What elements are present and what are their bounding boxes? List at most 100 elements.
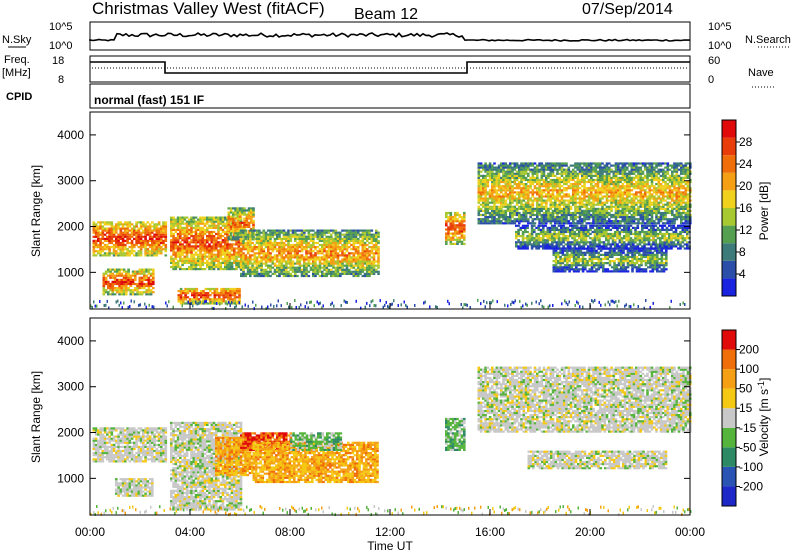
velocity-colorbar: 200 100 50 15 -15 -50 -100 -200	[721, 329, 763, 507]
power-panel-feature-0	[92, 221, 168, 257]
velocity-panel-ytick-label-1: 2000	[57, 426, 84, 440]
date-label: 07/Sep/2014	[582, 1, 673, 18]
velocity-panel-cbar-swatch-3	[722, 427, 736, 448]
nsky-tick-top: 10^5	[49, 21, 73, 33]
velocity-panel	[89, 317, 692, 517]
velocity-panel-cbar-tick-5: -50	[739, 440, 757, 454]
freq-unit: [MHz]	[2, 67, 31, 79]
power-panel-cbar-tick-4: 20	[739, 179, 753, 193]
velocity-panel-ytick-label-2: 3000	[57, 380, 84, 394]
power-panel-ground-scatter	[90, 298, 686, 311]
velocity-panel-cbar-swatch-2	[722, 447, 736, 467]
power-panel-cbar-tick-2: 12	[739, 223, 753, 237]
power-panel-cbar-swatch-0	[722, 278, 736, 296]
power-panel-feature-3	[177, 287, 241, 305]
power-panel-cbar-swatch-5	[722, 190, 736, 208]
nave-label: Nave	[748, 67, 774, 79]
power-panel-cbar-tick-6: 28	[739, 135, 753, 149]
power-cbar-label: Power [dB]	[757, 182, 771, 241]
xtick-label-1: 04:00	[175, 525, 205, 539]
velocity-panel-cbar-tick-7: -200	[739, 479, 763, 493]
power-panel-cbar-tick-1: 8	[739, 245, 746, 259]
xtick-label-3: 12:00	[375, 525, 405, 539]
cpid-value: normal (fast) 151 IF	[94, 93, 204, 107]
power-colorbar: 4 8 12 16 20 24 28	[721, 119, 753, 297]
power-ylabel: Slant Range [km]	[29, 165, 43, 257]
power-panel-cbar-swatch-2	[722, 243, 736, 261]
station-title: Christmas Valley West (fitACF)	[92, 0, 325, 18]
velocity-cbar-label-main: Velocity [m s	[757, 389, 771, 456]
velocity-cbar-label: Velocity [m s-1]	[756, 378, 771, 457]
velocity-panel-cbar-tick-0: 200	[739, 343, 759, 357]
freq-line	[90, 61, 690, 74]
power-panel-cbar-swatch-3	[722, 225, 736, 244]
power-panel-feature-1	[102, 268, 155, 296]
cpid-label: CPID	[6, 91, 32, 103]
power-panel-feature-8	[515, 224, 691, 250]
power-panel-cbar-tick-3: 16	[739, 201, 753, 215]
power-panel-ytick-label-3: 4000	[57, 128, 84, 142]
nsearch-tick-bottom: 10^0	[708, 40, 732, 52]
xtick-label-4: 16:00	[475, 525, 505, 539]
power-panel-feature-9	[552, 247, 668, 273]
power-panel-cbar-tick-0: 4	[739, 267, 746, 281]
xtick-label-5: 20:00	[575, 525, 605, 539]
freq-strip	[89, 55, 691, 83]
power-marks	[90, 162, 692, 311]
velocity-panel-cbar-tick-3: 15	[739, 401, 753, 415]
nsky-tick-bottom: 10^0	[49, 40, 73, 52]
nsearch-label: N.Search	[745, 34, 791, 46]
power-panel-cbar-tick-5: 24	[739, 157, 753, 171]
power-panel-ytick-label-1: 2000	[57, 220, 84, 234]
power-panel	[89, 111, 692, 311]
freq-label: Freq.	[4, 54, 30, 66]
time-axis-label: Time UT	[367, 539, 413, 553]
power-panel-feature-5	[240, 229, 380, 278]
nsky-line	[89, 32, 690, 42]
velocity-panel-feature-8	[477, 366, 692, 433]
velocity-panel-ground-scatter	[90, 504, 692, 517]
freq-tick-top: 18	[52, 55, 64, 67]
velocity-panel-cbar-swatch-5	[722, 388, 736, 409]
velocity-panel-feature-6	[290, 432, 343, 451]
nsky-strip	[89, 21, 691, 51]
velocity-panel-feature-1	[115, 478, 154, 497]
xtick-label-6: 00:00	[675, 525, 705, 539]
power-panel-cbar-swatch-4	[722, 208, 736, 226]
velocity-panel-cbar-swatch-1	[722, 466, 736, 487]
velocity-marks	[90, 366, 692, 517]
velocity-panel-feature-0	[92, 427, 168, 463]
cpid-strip	[89, 83, 691, 109]
power-panel-cbar-swatch-8	[722, 137, 736, 156]
velocity-panel-cbar-tick-4: -15	[739, 421, 757, 435]
velocity-panel-cbar-tick-1: 100	[739, 362, 759, 376]
velocity-ylabel: Slant Range [km]	[29, 371, 43, 463]
velocity-panel-feature-7	[445, 417, 466, 451]
power-panel-ytick-label-0: 1000	[57, 265, 84, 279]
nave-tick-bottom: 0	[708, 74, 714, 86]
power-panel-cbar-swatch-6	[722, 172, 736, 191]
freq-tick-bottom: 8	[58, 74, 64, 86]
velocity-panel-cbar-tick-6: -100	[739, 460, 763, 474]
nsearch-tick-top: 10^5	[708, 21, 732, 33]
velocity-panel-cbar-swatch-7	[722, 349, 736, 370]
beam-label: Beam 12	[354, 6, 418, 23]
nsky-label: N.Sky	[2, 34, 32, 46]
power-panel-feature-7	[477, 162, 692, 225]
velocity-panel-feature-9	[527, 450, 668, 470]
velocity-panel-cbar-swatch-0	[722, 486, 736, 506]
velocity-panel-feature-2	[170, 421, 243, 511]
velocity-cbar-label-end: ]	[757, 378, 771, 381]
velocity-cbar-label-sup: -1	[756, 381, 766, 389]
xtick-label-2: 08:00	[275, 525, 305, 539]
nave-tick-top: 60	[708, 55, 720, 67]
velocity-panel-ytick-label-0: 1000	[57, 471, 84, 485]
power-panel-cbar-swatch-1	[722, 260, 736, 279]
velocity-panel-cbar-swatch-6	[722, 369, 736, 389]
power-panel-cbar-swatch-9	[722, 120, 736, 138]
xtick-label-0: 00:00	[75, 525, 105, 539]
velocity-panel-cbar-tick-2: 50	[739, 382, 753, 396]
velocity-panel-cbar-swatch-8	[722, 330, 736, 350]
power-panel-cbar-swatch-7	[722, 155, 736, 173]
